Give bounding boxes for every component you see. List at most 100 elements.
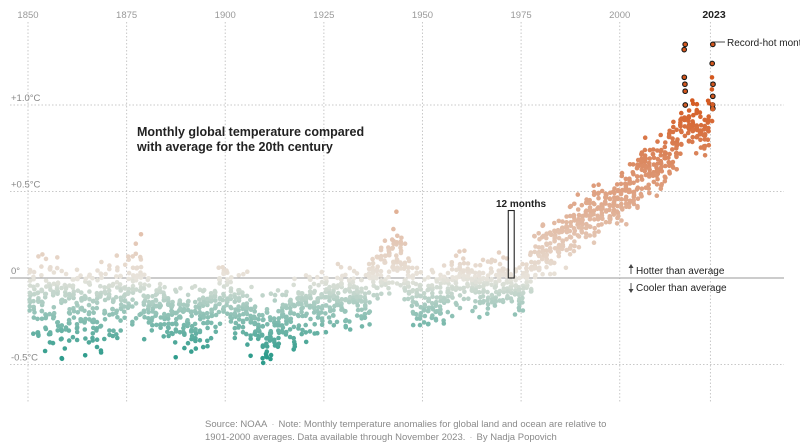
monthly-anomaly-point	[579, 202, 585, 208]
monthly-anomaly-point	[375, 264, 381, 270]
monthly-anomaly-point	[137, 312, 142, 318]
monthly-anomaly-point	[141, 336, 147, 342]
monthly-anomaly-point	[596, 182, 601, 187]
monthly-anomaly-point	[537, 267, 542, 272]
monthly-anomaly-point	[182, 345, 187, 351]
monthly-anomaly-point	[422, 313, 428, 319]
monthly-anomaly-point	[631, 180, 636, 186]
monthly-anomaly-point	[312, 302, 317, 307]
monthly-anomaly-point	[126, 276, 131, 282]
monthly-anomaly-point	[201, 300, 206, 305]
monthly-anomaly-point	[315, 315, 321, 320]
monthly-anomaly-point	[75, 310, 81, 315]
monthly-anomaly-point	[667, 151, 672, 157]
monthly-anomaly-point	[170, 331, 175, 337]
monthly-anomaly-point	[627, 162, 633, 167]
monthly-anomaly-point	[465, 274, 471, 279]
monthly-anomaly-point	[505, 293, 510, 299]
monthly-anomaly-point	[536, 231, 541, 236]
monthly-anomaly-point	[414, 271, 420, 277]
monthly-anomaly-point	[178, 301, 183, 307]
monthly-anomaly-point	[579, 230, 585, 235]
monthly-anomaly-point	[517, 275, 522, 281]
monthly-anomaly-point	[547, 271, 553, 277]
monthly-anomaly-point	[670, 159, 676, 165]
monthly-anomaly-point	[74, 329, 80, 335]
monthly-anomaly-point	[260, 360, 266, 366]
monthly-anomaly-point	[528, 289, 534, 294]
monthly-anomaly-point	[158, 315, 164, 320]
monthly-anomaly-point	[603, 201, 608, 206]
monthly-anomaly-point	[599, 215, 604, 221]
monthly-anomaly-point	[382, 238, 388, 243]
monthly-anomaly-point	[197, 297, 202, 302]
monthly-anomaly-point	[260, 312, 265, 318]
monthly-anomaly-point	[417, 293, 423, 299]
monthly-anomaly-point	[133, 251, 139, 257]
monthly-anomaly-point	[335, 290, 341, 296]
monthly-anomaly-point	[366, 266, 372, 272]
monthly-anomaly-point	[205, 315, 211, 320]
monthly-anomaly-point	[216, 265, 221, 271]
monthly-anomaly-point	[520, 290, 526, 296]
monthly-anomaly-point	[240, 290, 245, 295]
monthly-anomaly-point	[690, 134, 695, 140]
monthly-anomaly-point	[98, 323, 104, 329]
monthly-anomaly-point	[414, 265, 420, 271]
monthly-anomaly-point	[331, 323, 337, 328]
monthly-anomaly-point	[280, 308, 285, 314]
monthly-anomaly-point	[118, 288, 123, 293]
monthly-anomaly-point	[374, 268, 380, 274]
monthly-anomaly-point	[583, 225, 589, 231]
monthly-anomaly-point	[193, 331, 199, 337]
monthly-anomaly-point	[434, 295, 440, 300]
monthly-anomaly-point	[300, 327, 305, 333]
monthly-anomaly-point	[197, 316, 203, 322]
monthly-anomaly-point	[154, 288, 159, 293]
monthly-anomaly-point	[367, 309, 373, 314]
monthly-anomaly-point	[228, 314, 233, 320]
monthly-anomaly-point	[394, 240, 400, 245]
monthly-anomaly-point	[312, 322, 318, 327]
monthly-anomaly-point	[359, 307, 365, 313]
monthly-anomaly-point	[635, 196, 641, 201]
monthly-anomaly-point	[509, 281, 514, 286]
monthly-anomaly-point	[540, 223, 545, 229]
monthly-anomaly-point	[335, 275, 340, 281]
monthly-anomaly-point	[706, 125, 711, 131]
record-hot-month-point	[709, 60, 716, 67]
monthly-anomaly-point	[441, 263, 447, 268]
monthly-anomaly-point	[126, 303, 132, 309]
monthly-anomaly-point	[678, 117, 683, 123]
monthly-anomaly-point	[150, 299, 155, 305]
monthly-anomaly-point	[91, 317, 96, 323]
monthly-anomaly-point	[315, 330, 320, 336]
monthly-anomaly-point	[51, 314, 57, 320]
monthly-anomaly-point	[639, 156, 645, 161]
monthly-anomaly-point	[437, 285, 443, 290]
monthly-anomaly-point	[133, 241, 139, 246]
monthly-anomaly-point	[386, 280, 392, 286]
monthly-anomaly-point	[165, 329, 170, 335]
monthly-anomaly-point	[200, 295, 206, 301]
monthly-anomaly-point	[477, 290, 482, 295]
monthly-anomaly-point	[173, 289, 179, 294]
monthly-anomaly-point	[141, 310, 147, 315]
monthly-anomaly-point	[252, 304, 258, 309]
monthly-anomaly-point	[94, 305, 100, 311]
monthly-anomaly-point	[488, 266, 494, 271]
monthly-anomaly-point	[556, 253, 562, 259]
monthly-anomaly-point	[189, 349, 194, 354]
chart-title-line-2: with average for the 20th century	[136, 140, 333, 154]
monthly-anomaly-point	[654, 193, 660, 198]
monthly-anomaly-point	[422, 302, 428, 308]
monthly-anomaly-point	[359, 277, 364, 283]
monthly-anomaly-point	[418, 311, 424, 316]
monthly-anomaly-point	[406, 274, 412, 279]
monthly-anomaly-point	[473, 263, 478, 268]
monthly-anomaly-point	[567, 245, 573, 251]
monthly-anomaly-point	[588, 224, 593, 230]
monthly-anomaly-point	[87, 272, 92, 278]
monthly-anomaly-point	[71, 292, 76, 297]
monthly-anomaly-point	[469, 287, 475, 293]
